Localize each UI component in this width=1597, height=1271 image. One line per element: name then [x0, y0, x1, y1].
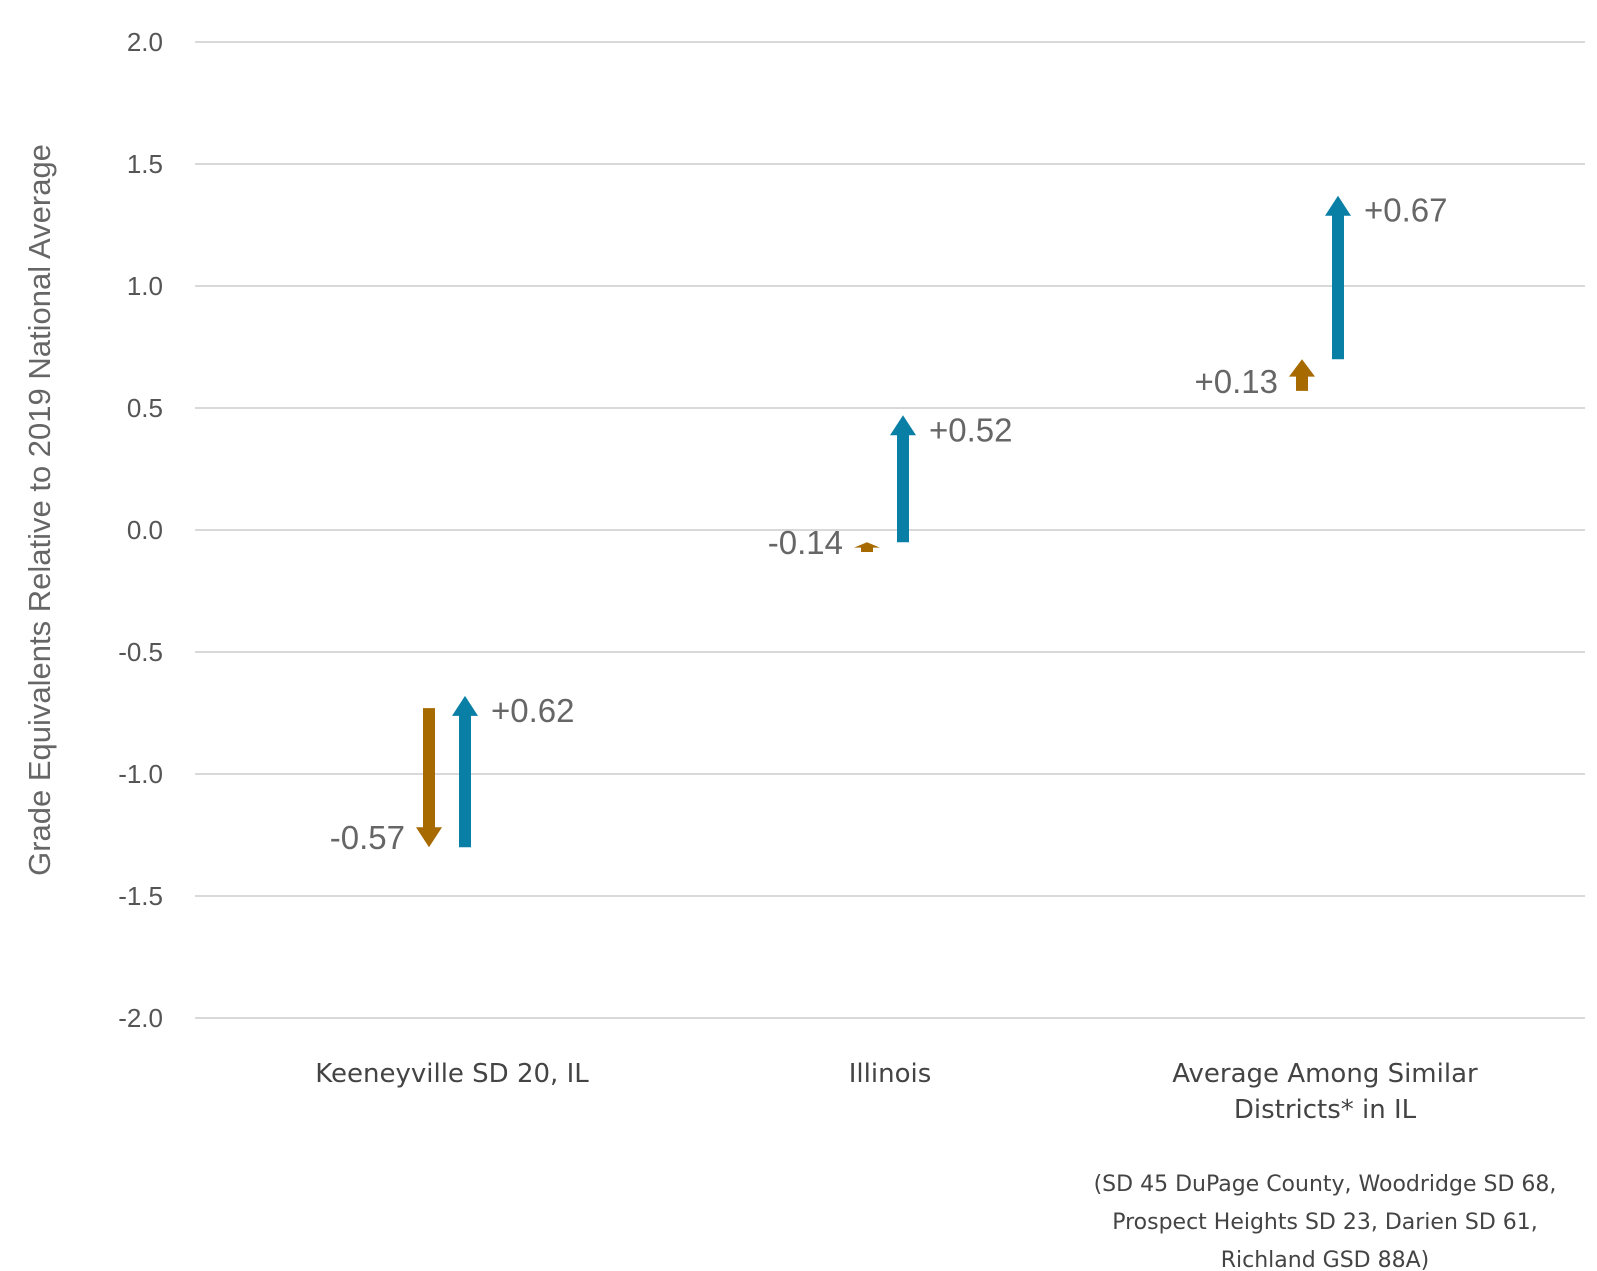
y-tick-label: -1.0	[118, 759, 163, 789]
value-label: +0.62	[491, 692, 575, 729]
category-label: Keeneyville SD 20, IL	[315, 1059, 589, 1089]
y-tick-label: 0.0	[127, 515, 163, 545]
y-tick-label: -0.5	[118, 637, 163, 667]
decline-arrow	[854, 542, 880, 552]
y-tick-label: 1.0	[127, 271, 163, 301]
y-axis-label: Grade Equivalents Relative to 2019 Natio…	[22, 144, 57, 876]
y-tick-label: -1.5	[118, 881, 163, 911]
decline-arrow	[1289, 359, 1315, 391]
value-label: +0.13	[1195, 363, 1279, 400]
gridlines	[195, 41, 1585, 1019]
value-label: -0.14	[768, 524, 843, 561]
category-label: Districts* in IL	[1234, 1095, 1417, 1125]
y-tick-label: -2.0	[118, 1003, 163, 1033]
category-label: Illinois	[849, 1059, 932, 1089]
category-labels: Keeneyville SD 20, IL Illinois Average Amo…	[315, 1059, 1478, 1125]
y-axis-ticks: 2.0 1.5 1.0 0.5 0.0 -0.5 -1.0 -1.5 -2.0	[118, 27, 163, 1033]
gain-arrow	[890, 415, 916, 543]
value-label: -0.57	[330, 819, 405, 856]
y-tick-label: 1.5	[127, 149, 163, 179]
gain-arrow	[1325, 195, 1351, 360]
footnote: (SD 45 DuPage County, Woodridge SD 68, Pr…	[1094, 1172, 1557, 1271]
value-label: +0.52	[929, 411, 1013, 448]
gain-arrow	[452, 695, 478, 848]
y-tick-label: 2.0	[127, 27, 163, 57]
value-label: +0.67	[1364, 192, 1448, 229]
footnote-line: Richland GSD 88A)	[1221, 1248, 1430, 1271]
footnote-line: (SD 45 DuPage County, Woodridge SD 68,	[1094, 1172, 1557, 1197]
footnote-line: Prospect Heights SD 23, Darien SD 61,	[1112, 1210, 1538, 1235]
category-label: Average Among Similar	[1172, 1059, 1478, 1089]
arrow-marks: -0.57 -0.14 +0.13 +0.62 +0.52 +0.67	[330, 192, 1448, 856]
y-tick-label: 0.5	[127, 393, 163, 423]
decline-arrow	[416, 708, 442, 848]
